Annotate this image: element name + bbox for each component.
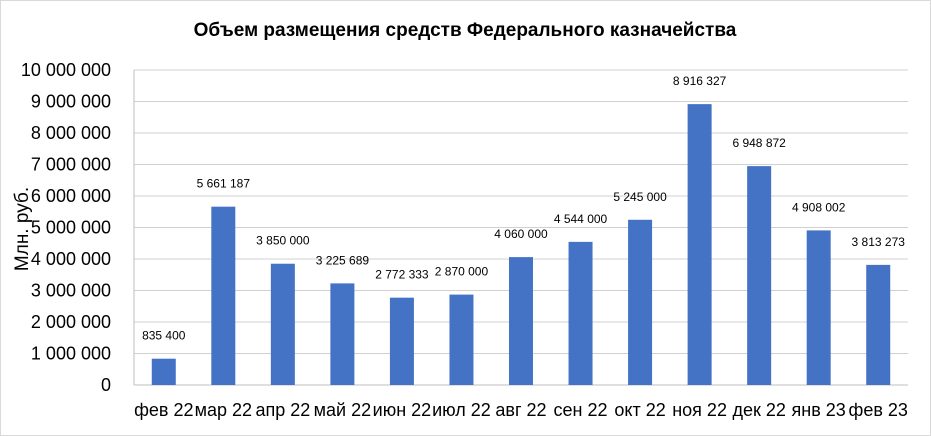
x-tick-label: дек 22: [732, 400, 785, 420]
data-label: 835 400: [142, 329, 186, 343]
data-label: 4 060 000: [494, 227, 548, 241]
data-label: 8 916 327: [673, 74, 727, 88]
x-tick-label: июл 22: [432, 400, 491, 420]
bar-2: [211, 206, 236, 385]
bar-10: [687, 104, 712, 386]
y-tick-label: 9 000 000: [31, 92, 111, 112]
data-label: 6 948 872: [732, 136, 786, 150]
y-tick-label: 0: [101, 375, 111, 395]
chart-title: Объем размещения средств Федерального ка…: [194, 20, 737, 41]
y-tick-label: 3 000 000: [31, 281, 111, 301]
x-tick-label: ноя 22: [672, 400, 727, 420]
bar-3: [270, 263, 295, 385]
x-tick-label: фев 23: [849, 400, 908, 420]
bar-5: [389, 297, 414, 385]
data-label: 5 245 000: [613, 190, 667, 204]
bar-13: [866, 264, 891, 385]
data-label: 5 661 187: [197, 177, 251, 191]
data-label: 2 870 000: [435, 265, 489, 279]
x-tick-label: мар 22: [195, 400, 252, 420]
y-tick-label: 1 000 000: [31, 344, 111, 364]
x-tick-label: янв 23: [792, 400, 846, 420]
x-tick-label: авг 22: [495, 400, 546, 420]
bar-7: [509, 257, 533, 385]
x-tick-label: апр 22: [255, 400, 310, 420]
data-label: 4 544 000: [554, 212, 608, 226]
bar-8: [568, 241, 593, 385]
y-tick-label: 4 000 000: [31, 249, 111, 269]
data-label: 4 908 002: [792, 200, 846, 214]
x-tick-label: июн 22: [373, 400, 432, 420]
bar-12: [806, 230, 831, 385]
x-tick-label: сен 22: [554, 400, 608, 420]
y-axis-label: Млн. руб.: [12, 187, 33, 271]
y-tick-label: 5 000 000: [31, 218, 111, 238]
bar-11: [747, 166, 772, 385]
bar-4: [330, 283, 355, 385]
data-label: 3 813 273: [852, 235, 906, 249]
data-label: 3 850 000: [256, 234, 310, 248]
plot-area: 0 1 000 000 2 000 000 3 000 000 4 000 000 5 0…: [21, 60, 908, 420]
bar-1: [151, 358, 176, 385]
bar-9: [628, 219, 653, 385]
y-tick-label: 2 000 000: [31, 312, 111, 332]
y-tick-label: 8 000 000: [31, 123, 111, 143]
y-tick-label: 6 000 000: [31, 186, 111, 206]
data-label: 3 225 689: [316, 253, 370, 267]
x-tick-label: май 22: [314, 400, 371, 420]
y-tick-label: 7 000 000: [31, 155, 111, 175]
y-tick-label: 10 000 000: [21, 60, 111, 80]
data-label: 2 772 333: [375, 268, 429, 282]
x-tick-label: окт 22: [614, 400, 665, 420]
x-tick-label: фев 22: [134, 400, 193, 420]
bar-6: [449, 294, 474, 385]
